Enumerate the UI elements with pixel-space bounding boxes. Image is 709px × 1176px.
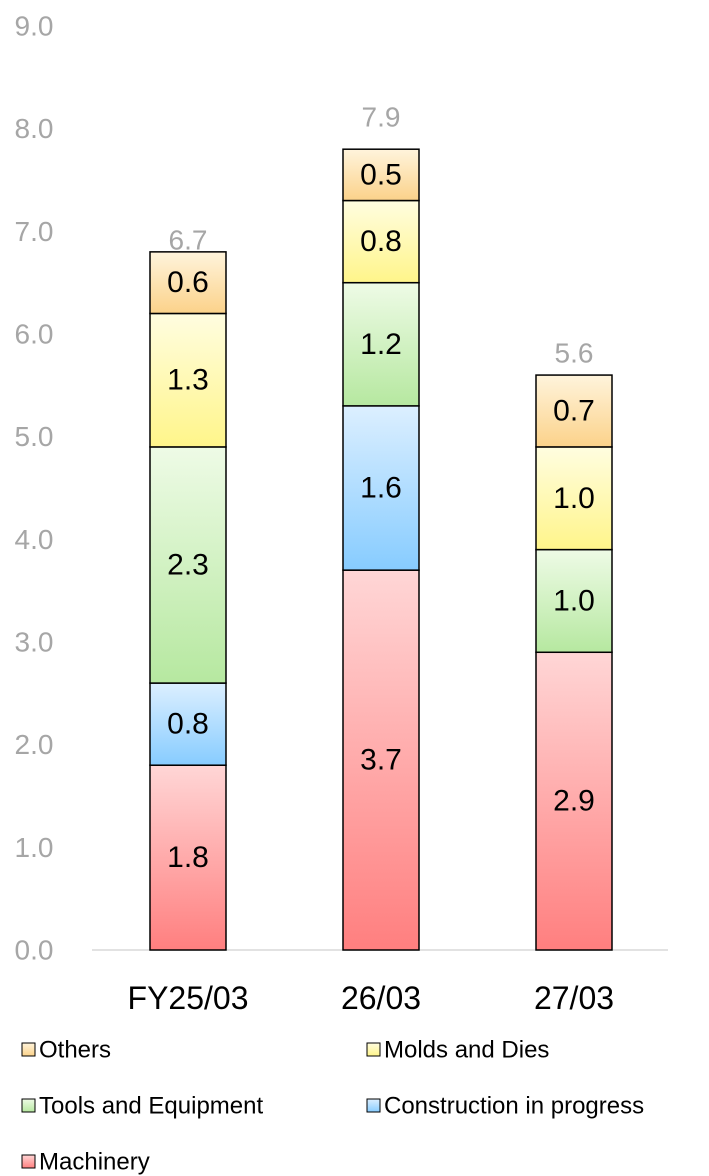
legend-swatch xyxy=(21,1098,36,1113)
legend-swatch xyxy=(21,1042,36,1057)
segment-data-label: 2.9 xyxy=(553,785,595,818)
segment-data-label: 0.8 xyxy=(167,708,209,741)
segment-data-label: 1.3 xyxy=(167,364,209,397)
total-data-label: 6.7 xyxy=(169,225,208,256)
y-tick-label: 2.0 xyxy=(15,729,54,760)
x-tick-label: 26/03 xyxy=(341,980,421,1016)
bar-segment xyxy=(149,312,227,448)
y-tick-label: 1.0 xyxy=(15,832,54,863)
legend-item: Molds and Dies xyxy=(366,1037,549,1064)
legend-item: Machinery xyxy=(21,1149,150,1176)
y-tick-label: 6.0 xyxy=(15,319,54,350)
bar-segment xyxy=(535,446,613,551)
legend-item: Construction in progress xyxy=(366,1093,644,1120)
segment-data-label: 1.0 xyxy=(553,482,595,515)
y-tick-label: 5.0 xyxy=(15,421,54,452)
bar-segment xyxy=(535,374,613,448)
segment-data-label: 0.8 xyxy=(360,225,402,258)
bar-stack: 2.9 1.0 1.0 0.7 5.6 xyxy=(535,338,613,951)
legend-item: Tools and Equipment xyxy=(21,1093,263,1120)
segment-data-label: 1.2 xyxy=(360,328,402,361)
bar-segment xyxy=(342,148,420,202)
y-axis-ticks: 0.0 1.0 2.0 3.0 4.0 5.0 6.0 7.0 8.0 9.0 xyxy=(15,11,54,966)
y-tick-label: 3.0 xyxy=(15,627,54,658)
bar-segment xyxy=(149,682,227,766)
bar-segment xyxy=(149,764,227,951)
y-tick-label: 4.0 xyxy=(15,524,54,555)
segment-data-label: 1.0 xyxy=(553,584,595,617)
legend-item: Others xyxy=(21,1037,111,1064)
bar-segment xyxy=(535,651,613,951)
segment-data-label: 0.7 xyxy=(553,395,595,428)
legend-label: Machinery xyxy=(39,1149,150,1176)
y-tick-label: 7.0 xyxy=(15,216,54,247)
segment-data-label: 0.6 xyxy=(167,266,209,299)
segment-data-label: 3.7 xyxy=(360,744,402,777)
legend-swatch xyxy=(366,1042,381,1057)
legend-label: Tools and Equipment xyxy=(39,1093,263,1120)
segment-data-label: 2.3 xyxy=(167,549,209,582)
segment-data-label: 1.8 xyxy=(167,841,209,874)
legend-label: Others xyxy=(39,1037,111,1064)
segment-data-label: 0.5 xyxy=(360,158,402,191)
bar-stack: 1.8 0.8 2.3 1.3 0.6 6.7 xyxy=(149,225,227,951)
y-tick-label: 0.0 xyxy=(15,935,54,966)
bar-segment xyxy=(342,569,420,951)
y-tick-label: 8.0 xyxy=(15,113,54,144)
bar-segment xyxy=(342,405,420,571)
y-tick-label: 9.0 xyxy=(15,11,54,42)
x-tick-label: FY25/03 xyxy=(128,980,249,1016)
legend-label: Construction in progress xyxy=(384,1093,644,1120)
legend: Others Molds and Dies Tools and Equipment C… xyxy=(21,1037,644,1176)
x-axis-ticks: FY25/03 26/03 27/03 xyxy=(128,980,615,1016)
bar-stack: 3.7 1.6 1.2 0.8 0.5 7.9 xyxy=(342,101,420,951)
bars-group: 1.8 0.8 2.3 1.3 0.6 6.7 3.7 1.6 1.2 0.8 0.5 7.9 2.9 1… xyxy=(149,101,613,951)
bar-segment xyxy=(342,281,420,407)
total-data-label: 5.6 xyxy=(555,338,594,369)
segment-data-label: 1.6 xyxy=(360,472,402,505)
x-tick-label: 27/03 xyxy=(534,980,614,1016)
bar-segment xyxy=(342,199,420,284)
bar-segment xyxy=(535,548,613,654)
legend-swatch xyxy=(366,1098,381,1113)
bar-segment xyxy=(149,251,227,315)
legend-swatch xyxy=(21,1154,36,1169)
total-data-label: 7.9 xyxy=(362,101,401,132)
legend-label: Molds and Dies xyxy=(384,1037,549,1064)
